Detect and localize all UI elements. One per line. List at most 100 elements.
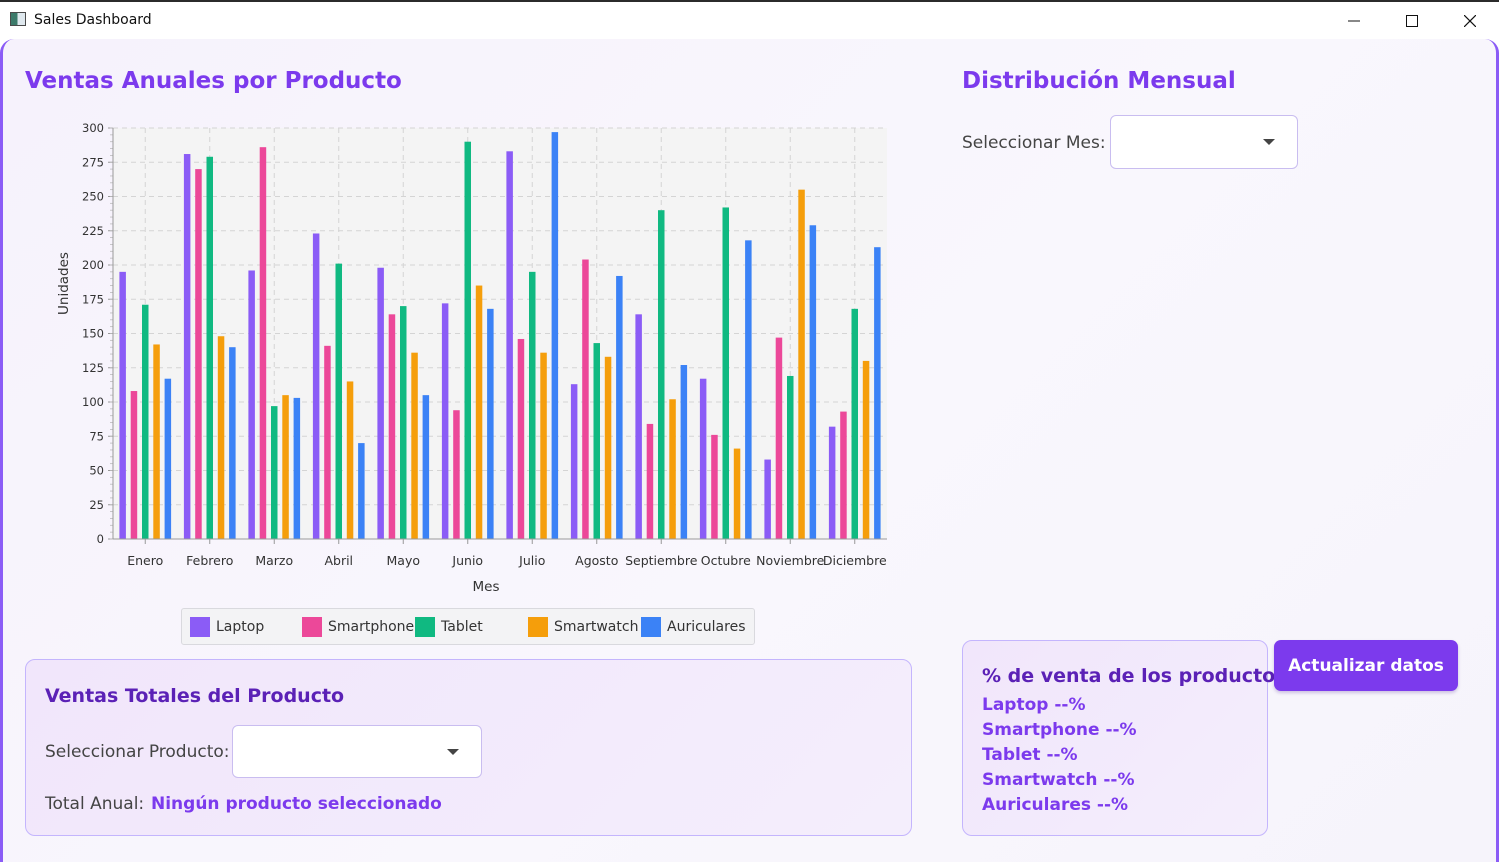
y-tick-label: 50 [89,464,104,478]
x-tick-label: Diciembre [823,553,887,568]
bar-auriculares-septiembre [680,365,688,539]
legend-swatch [641,617,661,637]
bar-tablet-marzo [271,406,278,539]
legend-item-tablet: Tablet [415,617,483,637]
legend-swatch [302,617,322,637]
minimize-icon [1348,20,1360,22]
bar-smartphone-julio [517,338,525,539]
bar-tablet-mayo [400,306,407,539]
month-select-label: Seleccionar Mes: [962,133,1106,153]
y-tick-label: 25 [89,498,104,512]
product-select-label: Seleccionar Producto: [45,742,230,762]
x-tick-label: Junio [451,553,483,568]
bar-smartphone-diciembre [840,411,847,539]
bar-smartwatch-febrero [217,336,225,539]
bar-auriculares-abril [358,443,365,539]
update-data-button[interactable]: Actualizar datos [1274,640,1458,691]
close-button[interactable] [1441,4,1499,38]
monthly-distribution-title: Distribución Mensual [962,68,1236,94]
product-select[interactable] [232,725,482,778]
bar-laptop-junio [441,303,449,539]
bar-smartwatch-marzo [282,395,289,539]
y-tick-label: 0 [97,532,104,546]
legend-label: Laptop [216,619,265,635]
legend-item-smartwatch: Smartwatch [528,617,638,637]
bar-smartwatch-mayo [411,352,418,539]
bar-smartwatch-octubre [733,448,741,539]
bar-tablet-agosto [593,343,600,539]
x-tick-label: Septiembre [625,553,698,568]
legend-item-smartphone: Smartphone [302,617,414,637]
bar-smartphone-septiembre [646,423,654,539]
x-tick-label: Abril [324,553,353,568]
bar-smartphone-junio [453,410,460,539]
bar-tablet-enero [142,304,149,539]
y-tick-label: 150 [82,327,104,341]
x-tick-label: Agosto [575,553,618,568]
app-icon [10,12,26,26]
legend-swatch [190,617,210,637]
bar-laptop-agosto [570,384,578,539]
y-tick-label: 250 [82,190,104,204]
x-tick-label: Marzo [255,553,293,568]
bar-smartwatch-diciembre [862,360,870,539]
legend-label: Smartphone [328,619,415,635]
y-tick-label: 225 [82,224,104,238]
bar-tablet-abril [335,263,342,539]
maximize-button[interactable] [1383,4,1441,38]
maximize-icon [1406,15,1418,27]
bar-smartwatch-enero [153,344,160,539]
bar-laptop-abril [312,233,320,539]
bar-laptop-febrero [183,154,191,539]
month-select[interactable] [1110,115,1298,169]
pct-smartphone: Smartphone --% [982,720,1137,740]
minimize-button[interactable] [1325,4,1383,38]
pct-smartwatch: Smartwatch --% [982,770,1135,790]
chevron-down-icon [1263,139,1275,145]
y-tick-label: 175 [82,292,104,306]
annual-sales-chart: 0 25 50 75 100 125 150 175 200 225 250 275 300 Enero F… [50,115,900,610]
bar-tablet-septiembre [658,210,665,539]
annual-total-value: Ningún producto seleccionado [151,794,442,814]
y-axis-label: Unidades [56,252,72,315]
bar-auriculares-noviembre [809,225,817,539]
annual-sales-title: Ventas Anuales por Producto [25,68,402,94]
legend-item-auriculares: Auriculares [641,617,746,637]
x-tick-label: Febrero [186,553,233,568]
bar-auriculares-enero [164,378,172,539]
legend-swatch [528,617,548,637]
bar-smartphone-abril [324,345,331,539]
window-titlebar: Sales Dashboard [0,0,1499,39]
x-tick-label: Octubre [701,553,751,568]
y-tick-label: 125 [82,361,104,375]
y-tick-label: 100 [82,395,104,409]
bar-smartwatch-agosto [604,356,612,539]
bar-tablet-febrero [206,156,213,539]
x-tick-label: Noviembre [756,553,825,568]
bar-auriculares-julio [551,132,559,540]
bar-auriculares-diciembre [874,247,881,539]
bar-laptop-enero [119,271,126,539]
pct-laptop: Laptop --% [982,695,1086,715]
bar-smartwatch-abril [346,381,354,539]
annual-total-label: Total Anual: [45,794,145,814]
legend-label: Tablet [441,619,483,635]
bar-tablet-diciembre [851,308,858,539]
bar-auriculares-junio [487,308,494,539]
bar-smartwatch-junio [475,285,483,539]
y-tick-label: 75 [89,429,104,443]
x-tick-label: Enero [127,553,163,568]
bar-smartphone-enero [130,391,138,539]
y-tick-label: 300 [82,121,104,135]
bar-tablet-junio [464,141,471,539]
bar-smartphone-marzo [259,147,267,539]
bar-smartphone-febrero [195,169,202,539]
window-title: Sales Dashboard [34,12,152,28]
legend-label: Auriculares [667,619,746,635]
legend-swatch [415,617,435,637]
bar-smartphone-noviembre [775,337,783,539]
bar-laptop-julio [506,151,513,539]
bar-laptop-mayo [377,267,384,539]
bar-auriculares-marzo [293,397,301,539]
bar-tablet-noviembre [787,375,794,539]
